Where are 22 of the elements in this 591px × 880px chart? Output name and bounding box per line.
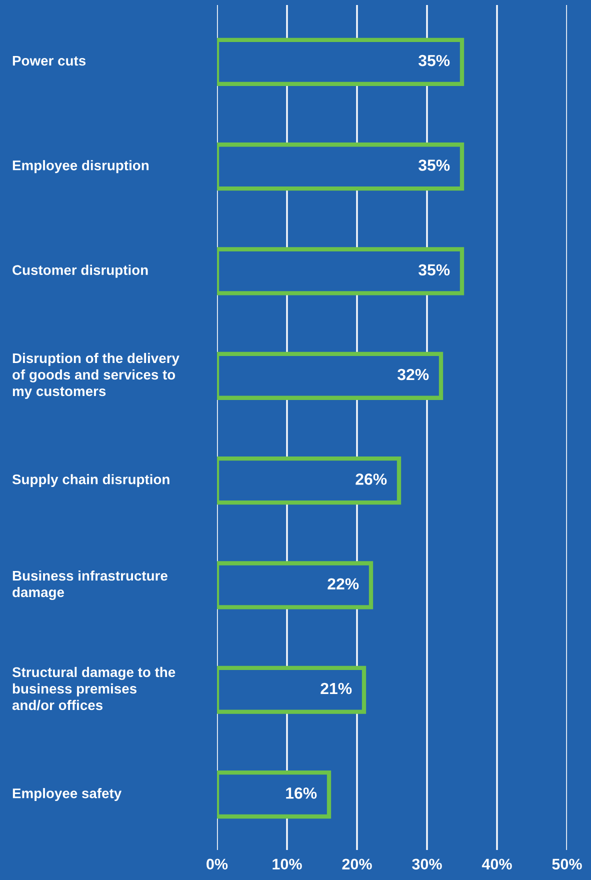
y-tick-label: Business infrastructure damage [12,570,168,600]
y-tick-label: Supply chain disruption [12,474,170,488]
data-label: 16% [286,788,317,799]
data-label: 21% [320,682,352,694]
y-tick-label: Employee disruption [12,160,149,174]
data-label: 35% [418,264,450,276]
x-tick-label: 40% [482,858,512,870]
data-label: 26% [356,474,387,485]
data-label: 35% [418,54,450,66]
x-tick-label: 10% [272,858,302,870]
y-tick-label: Employee safety [12,788,122,802]
x-tick-label: 20% [342,858,372,870]
y-tick-label: Disruption of the delivery of goods and services to my customers [12,352,180,399]
y-tick-label: Customer disruption [12,264,148,278]
data-label: 32% [398,368,429,380]
y-tick-label: Structural damage to the business premises and/or offices [12,666,176,710]
x-tick-label: 0% [206,858,228,870]
data-label: 22% [328,578,359,590]
y-tick-label: Power cuts [12,56,86,66]
x-tick-label: 50% [552,858,582,870]
x-tick-label: 30% [412,858,442,870]
data-label: 35% [418,160,450,171]
